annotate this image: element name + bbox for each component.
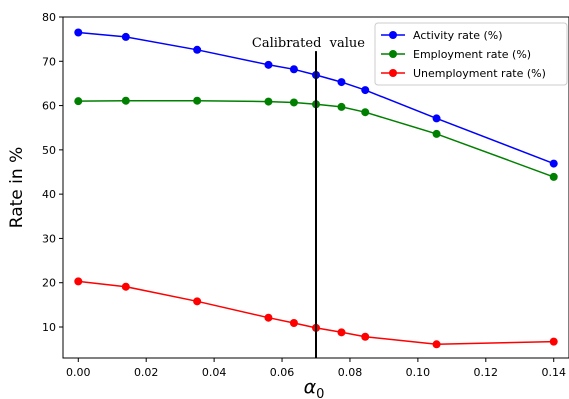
plot-area: 0.00 0.02 0.04 0.06 0.08 0.10 0.12 0.14 10 20 30 4…	[42, 11, 569, 379]
y-tick-label: 70	[42, 55, 56, 68]
data-point	[264, 313, 273, 322]
legend: Activity rate (%) Employment rate (%) Unem…	[374, 22, 568, 86]
y-axis-label: Rate in %	[7, 147, 27, 228]
series-2	[74, 96, 558, 181]
legend-marker	[389, 69, 397, 77]
series-line	[78, 99, 554, 178]
data-point	[549, 172, 558, 181]
series-line	[78, 31, 554, 165]
x-axis: 0.00 0.02 0.04 0.06 0.08 0.10 0.12 0.14	[66, 358, 566, 379]
data-point	[264, 97, 273, 106]
data-point	[337, 102, 346, 111]
y-tick-label: 60	[42, 100, 56, 113]
y-tick-label: 10	[42, 321, 56, 334]
data-point	[337, 78, 346, 87]
data-point	[74, 277, 83, 286]
x-tick-label: 0.06	[270, 366, 295, 379]
data-point	[361, 332, 370, 341]
x-tick-label: 0.12	[474, 366, 499, 379]
legend-item: Unemployment rate (%)	[381, 67, 546, 80]
calibrated-value-label: Calibrated value	[252, 36, 365, 51]
series-3	[74, 277, 558, 349]
data-point	[74, 28, 83, 37]
series-1	[74, 28, 558, 168]
annotation-layer: Calibrated value	[252, 36, 365, 358]
data-point	[549, 159, 558, 168]
series-layer	[74, 28, 558, 349]
legend-marker	[389, 31, 397, 39]
data-point	[361, 86, 370, 95]
data-point	[432, 340, 441, 349]
x-tick-label: 0.08	[338, 366, 363, 379]
x-tick-label: 0.02	[134, 366, 159, 379]
legend-label: Unemployment rate (%)	[413, 67, 546, 80]
x-axis-label: α0	[304, 376, 325, 399]
x-tick-label: 0.04	[202, 366, 227, 379]
data-point	[361, 108, 370, 117]
legend-item: Activity rate (%)	[381, 29, 503, 42]
y-tick-label: 30	[42, 232, 56, 245]
data-point	[193, 96, 202, 105]
data-point	[289, 65, 298, 74]
legend-item: Employment rate (%)	[381, 48, 531, 61]
data-point	[549, 337, 558, 346]
x-tick-label: 0.14	[541, 366, 566, 379]
legend-label: Employment rate (%)	[413, 48, 531, 61]
data-point	[289, 319, 298, 328]
x-axis-label-symbol: α	[304, 376, 317, 398]
y-axis: 10 20 30 40 50 60 70 80	[42, 11, 63, 334]
legend-marker	[389, 50, 397, 58]
data-point	[264, 60, 273, 69]
data-point	[193, 297, 202, 306]
y-tick-label: 40	[42, 188, 56, 201]
data-point	[193, 45, 202, 54]
x-tick-label: 0.10	[406, 366, 431, 379]
y-tick-label: 50	[42, 144, 56, 157]
data-point	[289, 98, 298, 107]
data-point	[337, 328, 346, 337]
data-point	[121, 282, 130, 291]
y-tick-label: 80	[42, 11, 56, 24]
x-tick-label: 0.00	[66, 366, 91, 379]
series-line	[78, 280, 554, 346]
data-point	[121, 96, 130, 105]
data-point	[74, 97, 83, 106]
legend-box	[374, 22, 568, 86]
data-point	[121, 32, 130, 41]
data-point	[432, 114, 441, 123]
legend-label: Activity rate (%)	[413, 29, 503, 42]
y-tick-label: 20	[42, 277, 56, 290]
data-point	[432, 129, 441, 138]
x-axis-label-subscript: 0	[316, 387, 324, 399]
